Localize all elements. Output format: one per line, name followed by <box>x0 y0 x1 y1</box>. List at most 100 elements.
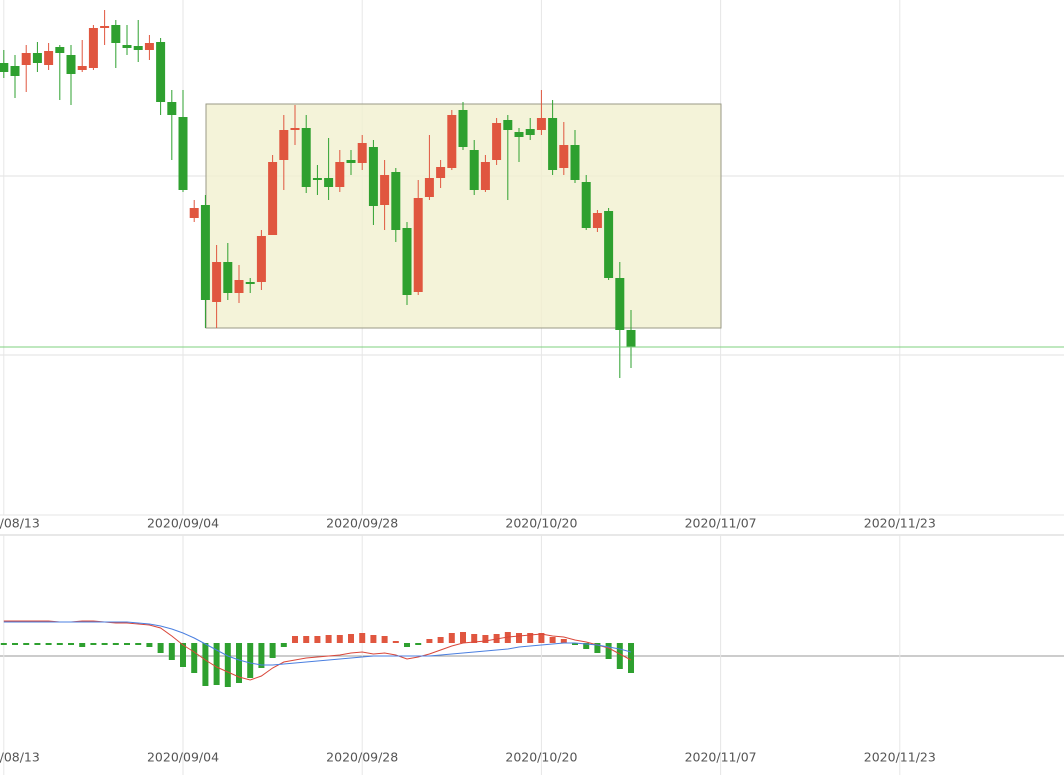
candle-body <box>77 66 87 70</box>
candle-body <box>391 172 401 230</box>
macd-bar <box>605 643 612 659</box>
macd-line <box>3 621 632 666</box>
candle-body <box>301 128 311 187</box>
macd-bar <box>336 635 343 643</box>
macd-bar <box>202 643 209 686</box>
macd-bar <box>146 643 153 647</box>
macd-bar <box>280 643 287 647</box>
candle-body <box>88 28 98 68</box>
macd-bar <box>180 643 187 667</box>
candle-body <box>66 55 76 74</box>
macd-bar <box>583 643 590 649</box>
x-tick-label: 2020/09/04 <box>147 750 219 765</box>
macd-bar <box>538 633 545 643</box>
candle-body <box>436 167 446 178</box>
macd-bar <box>404 643 411 647</box>
macd-line <box>3 620 632 681</box>
macd-bar <box>68 643 75 645</box>
macd-bar <box>359 633 366 643</box>
candle-body <box>100 26 110 28</box>
macd-bar <box>101 643 108 645</box>
macd-bar <box>0 643 7 645</box>
candle-body <box>368 147 378 206</box>
x-tick-label: 2020/11/23 <box>864 516 936 531</box>
candle-body <box>279 130 289 160</box>
candle-body <box>189 208 199 218</box>
macd-bar <box>56 643 63 645</box>
macd-bar <box>482 635 489 643</box>
x-tick-label: 2020/10/20 <box>505 750 577 765</box>
macd-bar <box>415 643 422 645</box>
candle-body <box>111 25 121 43</box>
macd-bar <box>79 643 86 647</box>
x-tick-label: 2020/11/07 <box>685 750 757 765</box>
candle-body <box>133 46 143 50</box>
candle-body <box>581 182 591 228</box>
candle-body <box>156 42 166 102</box>
candle-body <box>178 117 188 190</box>
candle-body <box>55 47 65 53</box>
candle-body <box>357 143 367 163</box>
macd-bar <box>549 637 556 643</box>
macd-bar <box>560 639 567 643</box>
candle-body <box>21 53 31 65</box>
macd-bar <box>90 643 97 645</box>
candle-body <box>402 228 412 295</box>
macd-bar <box>471 634 478 643</box>
candle-body <box>536 118 546 130</box>
macd-bar <box>348 634 355 643</box>
candle-body <box>335 162 345 187</box>
macd-bar <box>426 639 433 643</box>
x-tick-label: 2020/11/07 <box>685 516 757 531</box>
macd-bar <box>157 643 164 653</box>
macd-bar <box>527 633 534 643</box>
candle-body <box>32 53 42 63</box>
candle-body <box>570 145 580 180</box>
candle-body <box>626 330 636 347</box>
macd-bar <box>23 643 30 645</box>
macd-bar <box>628 643 635 673</box>
macd-bar <box>370 635 377 643</box>
macd-bar <box>448 633 455 643</box>
x-tick-label: 2020/09/28 <box>326 750 398 765</box>
candle-body <box>492 123 502 160</box>
candle-body <box>604 211 614 278</box>
candle-body <box>346 160 356 163</box>
macd-bar <box>516 633 523 643</box>
candle-body <box>200 205 210 300</box>
candle-body <box>447 115 457 168</box>
macd-bar <box>292 636 299 643</box>
candle-body <box>290 128 300 130</box>
macd-bar <box>616 643 623 669</box>
macd-bar <box>124 643 131 645</box>
macd-bar <box>381 636 388 643</box>
candle-body <box>480 162 490 190</box>
candle-body <box>122 45 132 48</box>
candle-body <box>256 236 266 282</box>
macd-bar <box>314 636 321 643</box>
macd-bar <box>34 643 41 645</box>
candle-body <box>559 145 569 168</box>
candle-body <box>525 129 535 135</box>
macd-bar <box>269 643 276 658</box>
candle-body <box>223 262 233 293</box>
macd-bar <box>191 643 198 673</box>
macd-bar <box>45 643 52 645</box>
candle-body <box>548 118 558 170</box>
candle-body <box>380 175 390 205</box>
macd-bar <box>258 643 265 668</box>
macd-bar <box>168 643 175 660</box>
macd-bar <box>437 637 444 643</box>
macd-bar <box>594 643 601 653</box>
candle-body <box>413 198 423 292</box>
candle-body <box>268 162 278 235</box>
macd-bar <box>12 643 19 645</box>
candle-body <box>458 110 468 147</box>
macd-bar <box>460 632 467 643</box>
candle-body <box>324 178 334 187</box>
macd-bar <box>213 643 220 685</box>
candle-body <box>469 150 479 190</box>
candle-body <box>245 282 255 284</box>
